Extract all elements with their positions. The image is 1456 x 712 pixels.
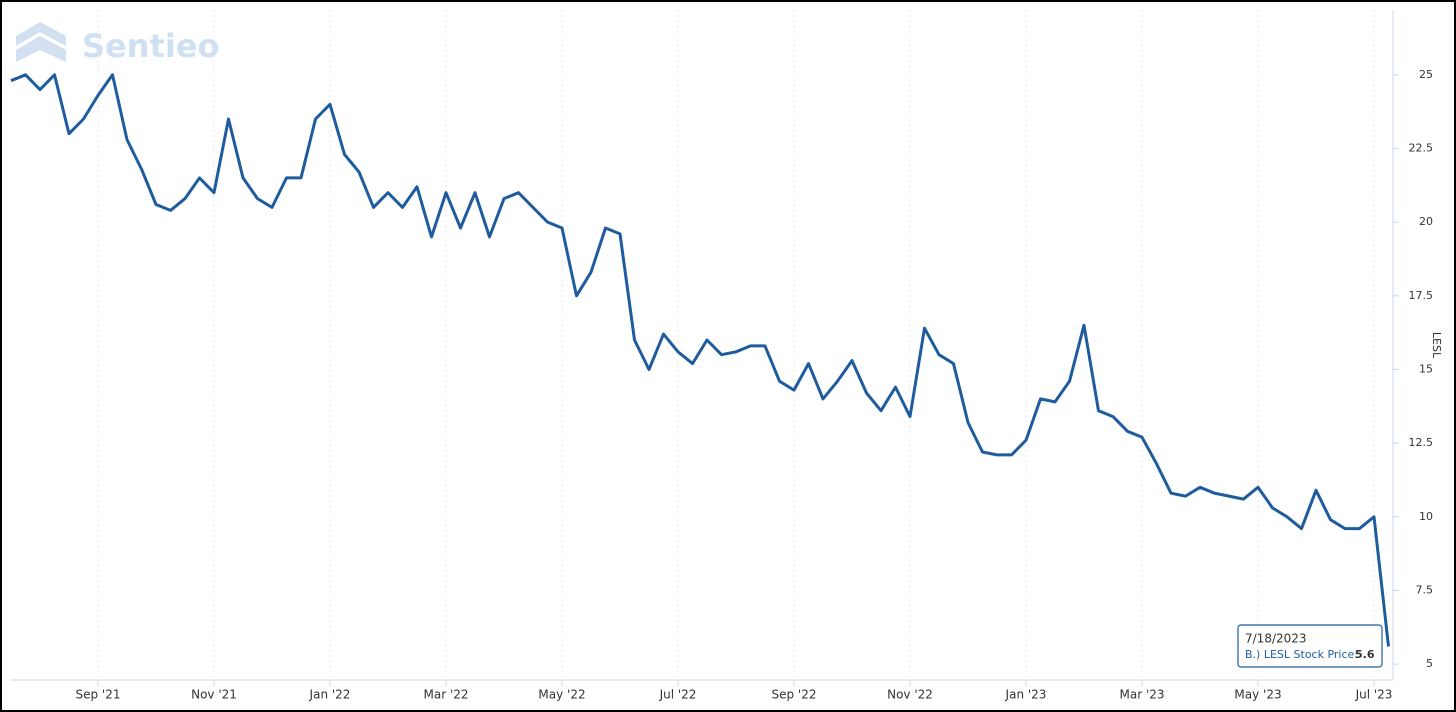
x-tick-label: Mar '22 bbox=[423, 688, 468, 702]
plot: 5 7.5 10 12.5 15 17.5 20 22.5 25 Sep '21 Nov '21 Ja… bbox=[10, 10, 1434, 702]
y-tick-label: 22.5 bbox=[1409, 141, 1434, 154]
y-tick-label: 25 bbox=[1419, 68, 1433, 81]
y-tick-label: 10 bbox=[1419, 510, 1433, 523]
watermark: Sentieo bbox=[82, 27, 219, 65]
y-tick-label: 17.5 bbox=[1409, 289, 1434, 302]
tooltip-value: 5.6 bbox=[1355, 648, 1375, 661]
tooltip-date: 7/18/2023 bbox=[1245, 632, 1307, 646]
y-tick-label: 12.5 bbox=[1409, 436, 1434, 449]
y-tick-label: 5 bbox=[1426, 657, 1433, 670]
y-tick-label: 15 bbox=[1419, 362, 1433, 375]
y-tick-label: 7.5 bbox=[1416, 583, 1434, 596]
x-tick-label: Mar '23 bbox=[1119, 688, 1164, 702]
tooltip: 7/18/2023 B.) LESL Stock Price: 5.6 bbox=[1237, 624, 1383, 668]
x-tick-label: Jan '22 bbox=[309, 688, 351, 702]
x-tick-label: Jul '23 bbox=[1355, 688, 1393, 702]
y-axis-title: LESL bbox=[1430, 332, 1443, 359]
tooltip-box bbox=[1237, 624, 1383, 668]
x-tick-label: Jul '22 bbox=[659, 688, 697, 702]
x-tick-label: Nov '21 bbox=[191, 688, 237, 702]
x-tick-label: May '23 bbox=[1234, 688, 1281, 702]
price-line bbox=[10, 73, 1390, 647]
x-tick-label: Jan '23 bbox=[1005, 688, 1047, 702]
watermark-logo bbox=[16, 22, 66, 62]
x-tick-label: Nov '22 bbox=[887, 688, 933, 702]
y-tick-label: 20 bbox=[1419, 215, 1433, 228]
x-tick-label: Sep '22 bbox=[772, 688, 817, 702]
x-tick-label: Sep '21 bbox=[76, 688, 121, 702]
tooltip-label: B.) LESL Stock Price: bbox=[1245, 648, 1358, 661]
x-tick-label: May '22 bbox=[538, 688, 585, 702]
